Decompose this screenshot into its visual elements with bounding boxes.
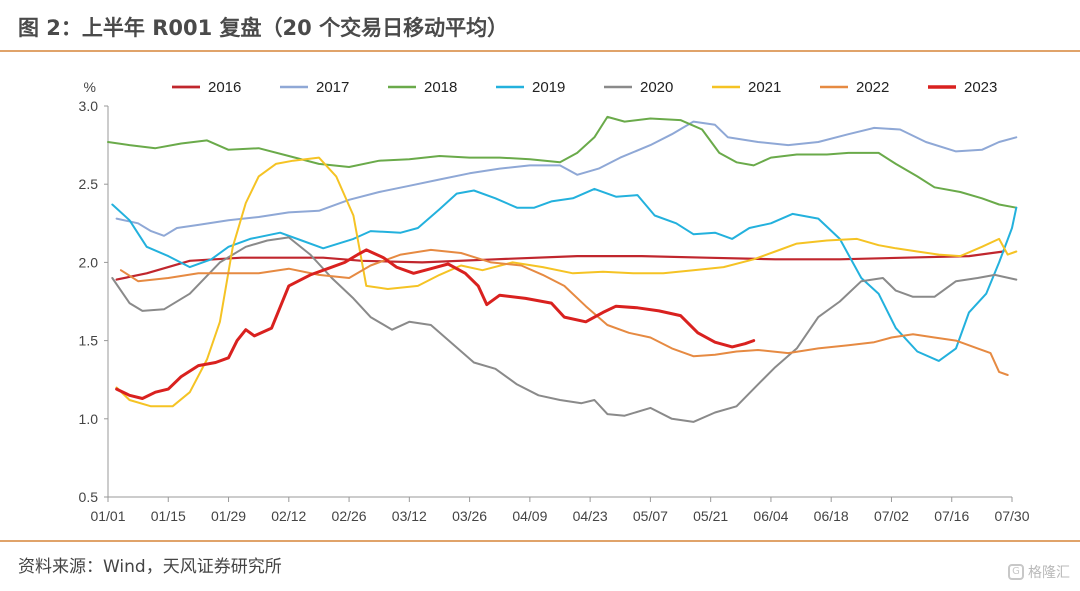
footer-divider	[0, 540, 1080, 542]
legend-label-2017: 2017	[316, 79, 349, 96]
x-tick-label: 07/02	[874, 508, 909, 524]
x-tick-label: 07/30	[994, 508, 1029, 524]
y-tick-label: 3.0	[79, 98, 99, 114]
x-tick-label: 02/26	[332, 508, 367, 524]
legend-label-2021: 2021	[748, 79, 781, 96]
series-line-2023	[115, 248, 756, 400]
line-chart: % 3.0 2.5 2.0 1.5 1.0 0.5 01/01 01/15 01/29 02/12 0…	[79, 79, 1030, 524]
watermark-text: 格隆汇	[1028, 565, 1070, 581]
y-tick-label: 1.5	[79, 333, 99, 349]
series-line-2022	[119, 248, 1009, 376]
source-note: 资料来源：Wind，天风证券研究所	[18, 557, 282, 577]
y-tick-label: 2.0	[79, 254, 99, 270]
x-tick-label: 04/09	[512, 508, 547, 524]
x-tick-label: 05/21	[693, 508, 728, 524]
legend-label-2020: 2020	[640, 79, 673, 96]
chart-legend: 2016 2017 2018 2019 2020 2021 2022 2023	[172, 79, 997, 96]
header-divider	[0, 50, 1080, 52]
x-tick-label: 06/18	[814, 508, 849, 524]
watermark-logo-icon: G	[1008, 564, 1024, 580]
series-line-2021	[115, 156, 1018, 408]
chart-title: 图 2：上半年 R001 复盘（20 个交易日移动平均）	[18, 16, 509, 40]
x-tick-label: 03/12	[392, 508, 427, 524]
x-tick-label: 05/07	[633, 508, 668, 524]
x-tick-label: 07/16	[934, 508, 969, 524]
legend-label-2023: 2023	[964, 79, 997, 96]
chart-axes: % 3.0 2.5 2.0 1.5 1.0 0.5 01/01 01/15 01/29 02/12 0…	[79, 79, 1030, 524]
series-line-2019	[111, 187, 1018, 362]
x-tick-label: 02/12	[271, 508, 306, 524]
y-axis-unit: %	[84, 79, 96, 95]
x-tick-label: 04/23	[573, 508, 608, 524]
series-line-2016	[115, 250, 1005, 281]
y-tick-label: 0.5	[79, 489, 99, 505]
legend-label-2019: 2019	[532, 79, 565, 96]
y-tick-label: 1.0	[79, 411, 99, 427]
series-line-2020	[111, 236, 1018, 423]
chart-series	[107, 115, 1018, 423]
series-line-2017	[115, 120, 1018, 237]
x-tick-label: 01/15	[151, 508, 186, 524]
legend-label-2016: 2016	[208, 79, 241, 96]
x-tick-label: 03/26	[452, 508, 487, 524]
legend-label-2018: 2018	[424, 79, 457, 96]
series-line-2018	[107, 115, 1018, 209]
legend-label-2022: 2022	[856, 79, 889, 96]
x-tick-label: 01/29	[211, 508, 246, 524]
x-tick-label: 01/01	[90, 508, 125, 524]
x-tick-label: 06/04	[753, 508, 788, 524]
watermark: G 格隆汇	[1008, 562, 1070, 582]
y-tick-label: 2.5	[79, 176, 99, 192]
